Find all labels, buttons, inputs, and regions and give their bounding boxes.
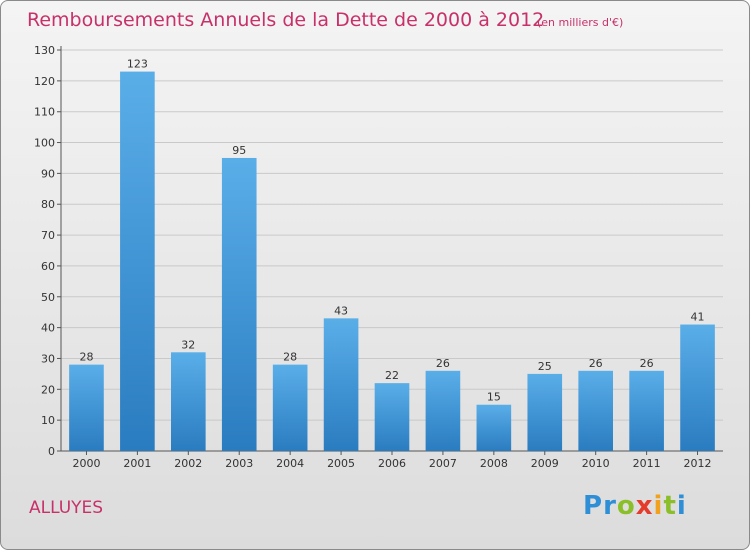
y-tick-label: 40 [41,322,55,335]
bar [374,383,410,451]
data-label: 43 [334,304,348,317]
x-tick-label: 2004 [276,457,304,470]
bar [476,404,512,451]
label-layer: 28 123 32 95 28 43 22 26 15 25 26 26 41 [79,58,704,404]
x-tick-label: 2010 [582,457,610,470]
axis-layer: 0 10 20 30 40 50 60 70 80 90 100 110 120 130 2000 2001 2… [34,44,723,470]
logo-letter: P [583,491,604,521]
logo-letter: x [635,491,654,521]
data-label: 95 [232,144,246,157]
bar [120,71,155,451]
data-label: 41 [691,311,705,324]
data-label: 22 [385,369,399,382]
logo-letter: r [603,491,617,521]
y-tick-label: 30 [41,352,55,365]
data-label: 26 [640,357,654,370]
bar [69,364,104,451]
logo-letter: i [653,491,664,521]
y-tick-label: 70 [41,229,55,242]
y-tick-label: 90 [41,167,55,180]
unit-note: (en milliers d'€) [537,16,624,29]
chart-title: Remboursements Annuels de la Dette de 20… [27,9,545,31]
bar [272,364,308,451]
logo-letter: o [616,491,636,521]
x-tick-label: 2008 [480,457,508,470]
bar [629,370,664,451]
x-tick-label: 2005 [327,457,355,470]
bar [680,324,715,451]
bar-layer [69,71,715,451]
data-label: 123 [127,58,148,71]
y-tick-label: 0 [48,445,55,458]
data-label: 32 [181,338,195,351]
x-tick-label: 2001 [123,457,151,470]
bar [578,370,614,451]
data-label: 26 [589,357,603,370]
y-tick-label: 100 [34,137,55,150]
x-tick-label: 2011 [633,457,661,470]
data-label: 26 [436,357,450,370]
logo-letter: t [663,491,677,521]
bar [425,370,461,451]
logo-letter: i [676,491,687,521]
grid-layer [61,49,723,421]
x-tick-label: 2007 [429,457,457,470]
x-tick-label: 2012 [684,457,712,470]
proxiti-logo: Proxiti [583,491,687,521]
y-tick-label: 60 [41,260,55,273]
y-tick-label: 20 [41,383,55,396]
y-tick-label: 10 [41,414,55,427]
x-tick-label: 2009 [531,457,559,470]
x-tick-label: 2000 [72,457,100,470]
bar [221,157,257,451]
y-tick-label: 50 [41,291,55,304]
data-label: 15 [487,391,501,404]
x-tick-label: 2003 [225,457,253,470]
bar [323,318,359,451]
x-tick-label: 2002 [174,457,202,470]
commune-name: ALLUYES [29,498,104,518]
data-label: 28 [79,351,93,364]
x-tick-label: 2006 [378,457,406,470]
data-label: 28 [283,351,297,364]
y-tick-label: 130 [34,44,55,57]
bar [170,352,206,451]
y-tick-label: 110 [34,106,55,119]
data-label: 25 [538,360,552,373]
y-tick-label: 120 [34,75,55,88]
y-tick-label: 80 [41,198,55,211]
bar [527,373,563,451]
